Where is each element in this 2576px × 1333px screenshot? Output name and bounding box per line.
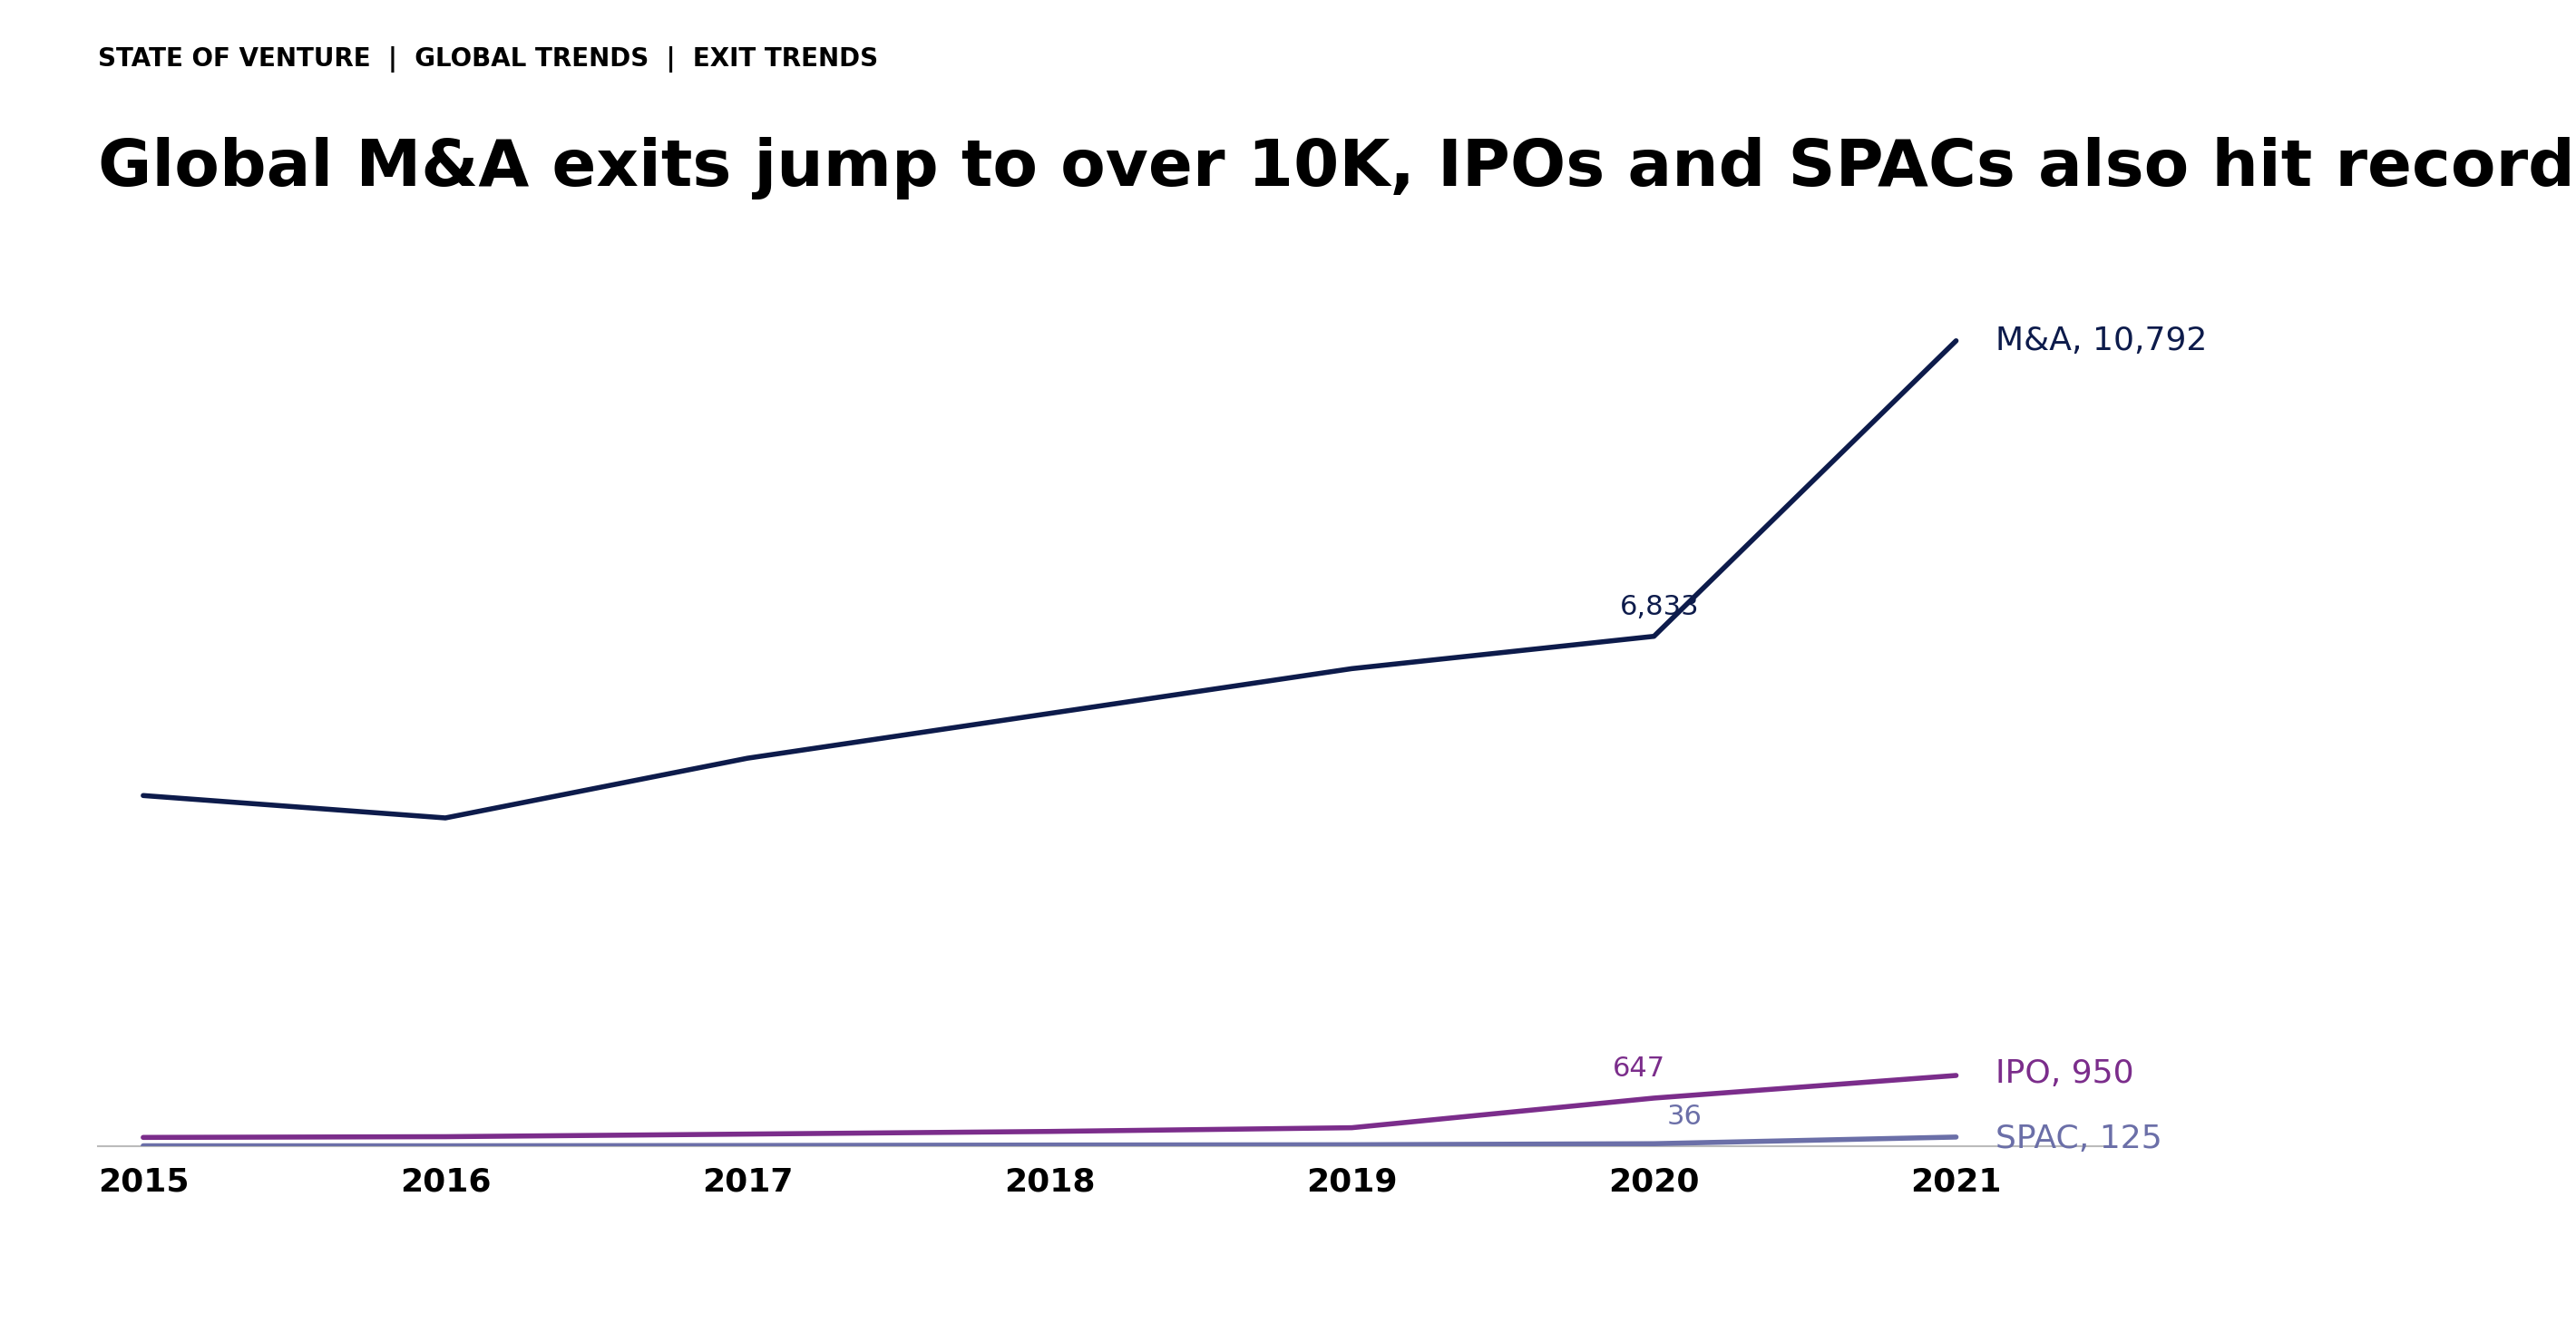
Text: STATE OF VENTURE  |  GLOBAL TRENDS  |  EXIT TRENDS: STATE OF VENTURE | GLOBAL TRENDS | EXIT … [98,47,878,73]
Text: 36: 36 [1667,1104,1703,1129]
Text: IPO, 950: IPO, 950 [1996,1058,2133,1089]
Text: Global M&A exits jump to over 10K, IPOs and SPACs also hit record highs: Global M&A exits jump to over 10K, IPOs … [98,136,2576,200]
Text: M&A, 10,792: M&A, 10,792 [1996,325,2208,356]
Text: 647: 647 [1613,1056,1664,1081]
Text: SPAC, 125: SPAC, 125 [1996,1124,2161,1154]
Text: 6,833: 6,833 [1620,593,1700,620]
